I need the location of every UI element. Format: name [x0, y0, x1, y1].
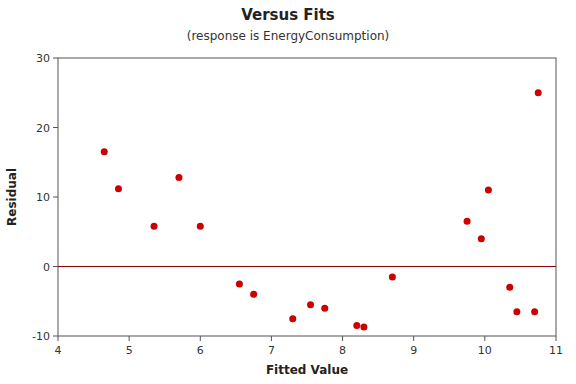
point: [307, 301, 314, 308]
point: [360, 323, 367, 330]
x-axis-label: Fitted Value: [266, 363, 348, 377]
point: [289, 315, 296, 322]
x-tick: [129, 336, 130, 341]
subtitle: (response is EnergyConsumption): [187, 29, 390, 43]
y-tick: [53, 58, 58, 59]
x-tick-label: 5: [126, 344, 133, 357]
point: [513, 308, 520, 315]
y-axis-label: Residual: [5, 168, 19, 226]
y-tick: [53, 197, 58, 198]
x-tick-label: 6: [197, 344, 204, 357]
point: [151, 223, 158, 230]
x-tick: [484, 336, 485, 341]
point: [321, 305, 328, 312]
plot-area: [58, 89, 556, 330]
x-tick-label: 11: [549, 344, 563, 357]
x-tick-label: 7: [268, 344, 275, 357]
x-tick-label: 10: [478, 344, 492, 357]
x-tick: [342, 336, 343, 341]
y-tick-label: 20: [36, 122, 50, 135]
x-axis: 4 5 6 7 8 9 10 11 Fitted Value: [55, 336, 564, 377]
point: [389, 273, 396, 280]
y-tick-label: -10: [32, 330, 50, 343]
y-tick-label: 30: [36, 52, 50, 65]
y-axis: -10 0 10 20 30 Residual: [5, 52, 58, 343]
point: [115, 185, 122, 192]
y-tick-label: 0: [43, 261, 50, 274]
point: [101, 148, 108, 155]
x-tick: [271, 336, 272, 341]
y-tick-label: 10: [36, 191, 50, 204]
reference-line: [58, 266, 556, 267]
point: [353, 322, 360, 329]
y-tick: [53, 127, 58, 128]
point: [485, 187, 492, 194]
point: [250, 291, 257, 298]
point: [506, 284, 513, 291]
y-tick: [53, 266, 58, 267]
x-tick: [413, 336, 414, 341]
x-tick-label: 4: [55, 344, 62, 357]
x-tick-label: 8: [339, 344, 346, 357]
x-tick: [556, 336, 557, 341]
point: [464, 218, 471, 225]
point: [175, 174, 182, 181]
point: [236, 280, 243, 287]
plot-frame: [58, 58, 556, 336]
x-tick: [58, 336, 59, 341]
point: [535, 89, 542, 96]
y-tick: [53, 336, 58, 337]
point: [478, 235, 485, 242]
title: Versus Fits: [241, 6, 335, 24]
chart: Versus Fits (response is EnergyConsumptio…: [0, 0, 576, 384]
point: [197, 223, 204, 230]
x-tick: [200, 336, 201, 341]
point: [531, 308, 538, 315]
x-tick-label: 9: [410, 344, 417, 357]
